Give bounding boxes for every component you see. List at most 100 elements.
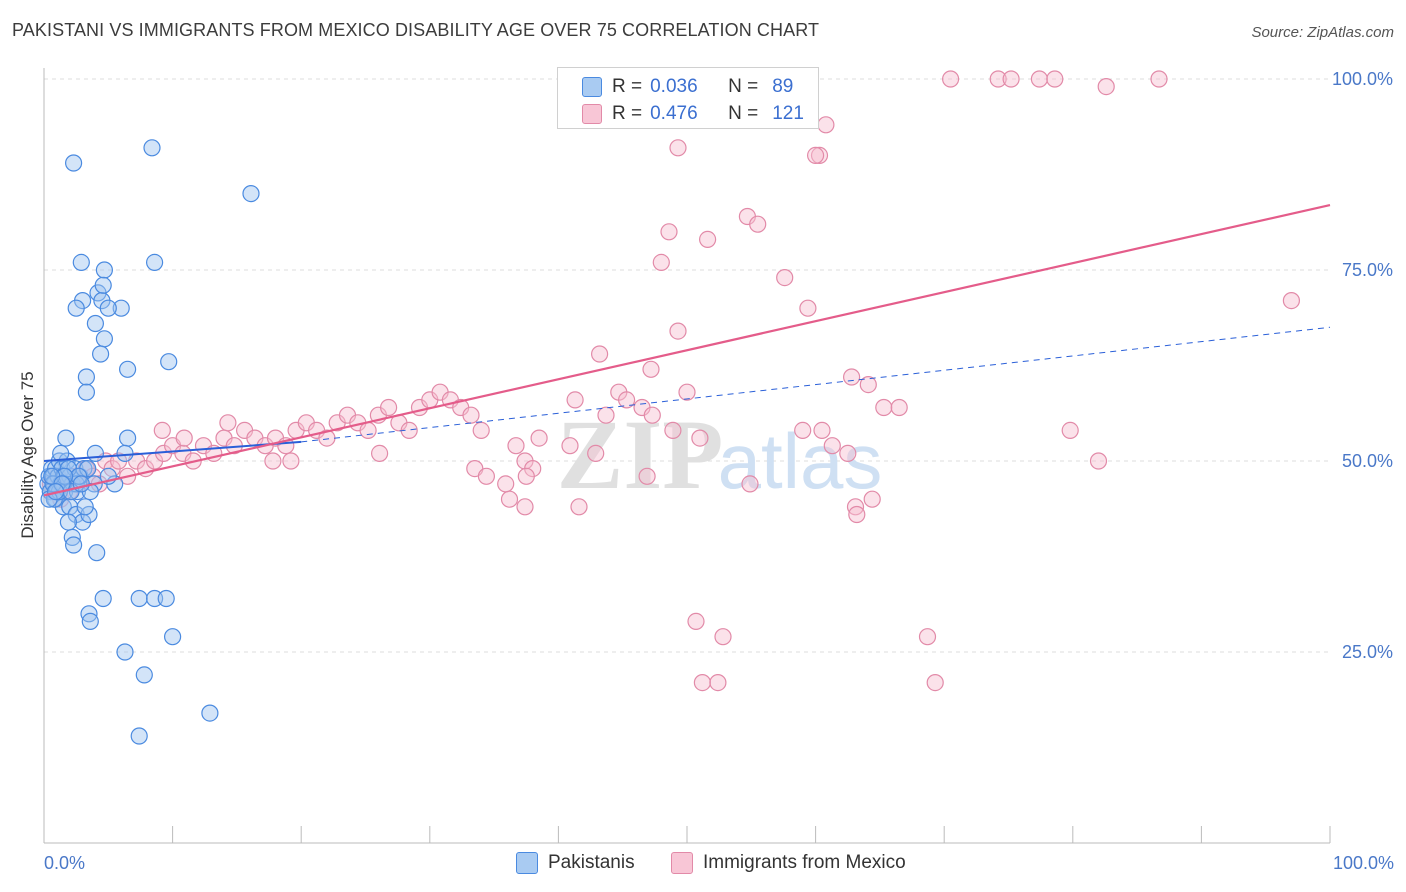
data-point-mexico [817, 116, 835, 134]
data-point-pakistani [164, 628, 182, 646]
data-point-mexico [264, 452, 282, 470]
data-point-mexico [863, 490, 881, 508]
data-point-mexico [1046, 70, 1064, 88]
data-point-pakistani [86, 314, 105, 333]
y-tick-label: 100.0% [1332, 69, 1393, 89]
trend-line-pakistanis-dashed [301, 326, 1331, 443]
data-point-mexico [530, 429, 548, 447]
data-point-pakistani [57, 429, 75, 447]
data-point-mexico [597, 406, 615, 424]
data-point-mexico [741, 475, 759, 493]
series-immigrants-from-mexico [41, 70, 1301, 692]
data-point-pakistani [95, 261, 114, 279]
data-point-mexico [570, 498, 588, 516]
pakistanis-legend-swatch [516, 852, 538, 874]
x-axis-left-label: 0.0% [44, 853, 85, 873]
data-point-mexico [1030, 70, 1049, 88]
data-point-mexico [643, 406, 661, 424]
data-point-mexico [890, 398, 908, 417]
data-point-pakistani [116, 444, 134, 462]
n-value: 121 [772, 103, 804, 124]
data-point-mexico [1089, 452, 1108, 470]
data-point-pakistani [64, 154, 83, 172]
data-point-pakistani [76, 498, 94, 516]
legend-item-pakistanis: Pakistanis [516, 852, 635, 874]
data-point-pakistani [116, 643, 134, 661]
source-label: Source: ZipAtlas.com [1251, 24, 1394, 41]
data-point-mexico [587, 444, 605, 462]
y-tick-label: 50.0% [1342, 451, 1393, 471]
data-point-pakistani [94, 589, 112, 608]
data-point-pakistani [77, 368, 96, 386]
data-point-mexico [590, 345, 609, 363]
data-point-mexico [617, 391, 636, 409]
data-point-mexico [918, 628, 937, 646]
data-point-mexico [380, 398, 398, 417]
data-point-mexico [517, 467, 535, 485]
data-point-mexico [806, 146, 825, 164]
data-point-pakistani [112, 299, 130, 317]
trend-lines [43, 203, 1331, 497]
data-point-mexico [714, 628, 732, 646]
data-point-mexico [776, 269, 794, 287]
data-point-pakistani [72, 475, 90, 493]
trend-line-mexico [43, 203, 1331, 497]
data-point-pakistani [95, 330, 114, 348]
data-point-pakistani [130, 727, 148, 745]
watermark-zip: ZIP [557, 399, 724, 510]
data-point-pakistani [143, 139, 161, 157]
data-point-pakistani [67, 299, 85, 317]
data-point-mexico [1150, 70, 1168, 88]
data-point-mexico [219, 414, 237, 432]
r-label: R = [612, 103, 643, 124]
y-tick-labels: 25.0% 50.0% 75.0% 100.0% [1332, 69, 1393, 662]
data-point-pakistani [118, 429, 137, 447]
data-point-mexico [507, 437, 525, 455]
data-point-mexico [989, 70, 1007, 88]
data-point-mexico [1097, 77, 1115, 96]
series-legend: Pakistanis Immigrants from Mexico [0, 852, 1406, 878]
data-point-mexico [477, 467, 495, 485]
mexico-swatch [582, 104, 602, 124]
legend-label-mexico: Immigrants from Mexico [703, 852, 906, 873]
n-label: N = [728, 103, 759, 124]
data-point-mexico [472, 421, 490, 439]
data-point-pakistani [91, 345, 110, 363]
stats-row-mexico: R = 0.476 N = 121 [558, 101, 804, 127]
data-point-mexico [561, 437, 579, 455]
legend-label-pakistanis: Pakistanis [548, 852, 635, 873]
data-point-mexico [799, 299, 817, 317]
data-point-mexico [687, 612, 705, 631]
stats-legend: R = 0.036 N = 89 R = 0.476 N = 121 [557, 67, 819, 129]
data-point-mexico [516, 498, 534, 516]
data-point-mexico [664, 421, 682, 439]
data-point-mexico [693, 673, 712, 692]
y-tick-label: 25.0% [1342, 642, 1393, 662]
data-point-pakistani [135, 666, 153, 684]
data-point-mexico [749, 215, 767, 233]
data-point-pakistani [118, 360, 137, 378]
y-tick-label: 75.0% [1342, 260, 1393, 280]
n-label: N = [728, 76, 759, 97]
data-point-mexico [642, 360, 660, 378]
data-point-mexico [371, 444, 389, 462]
data-point-pakistani [94, 276, 112, 294]
trend-line-pakistanis-solid [43, 440, 302, 462]
stats-row-pakistanis: R = 0.036 N = 89 [558, 74, 793, 100]
r-value: 0.036 [650, 76, 698, 97]
chart-title: PAKISTANI VS IMMIGRANTS FROM MEXICO DISA… [12, 20, 820, 40]
data-point-mexico [282, 452, 300, 470]
data-point-mexico [359, 421, 377, 439]
data-point-mexico [660, 223, 678, 241]
data-point-pakistani [59, 513, 78, 531]
r-label: R = [612, 76, 643, 97]
data-point-mexico [497, 475, 515, 493]
data-point-mexico [842, 368, 861, 386]
data-point-mexico [1002, 70, 1020, 88]
data-point-pakistani [160, 353, 178, 371]
r-value: 0.476 [650, 103, 698, 124]
data-point-pakistani [72, 253, 90, 271]
grid-lines [44, 78, 1330, 653]
data-point-mexico [153, 421, 171, 439]
